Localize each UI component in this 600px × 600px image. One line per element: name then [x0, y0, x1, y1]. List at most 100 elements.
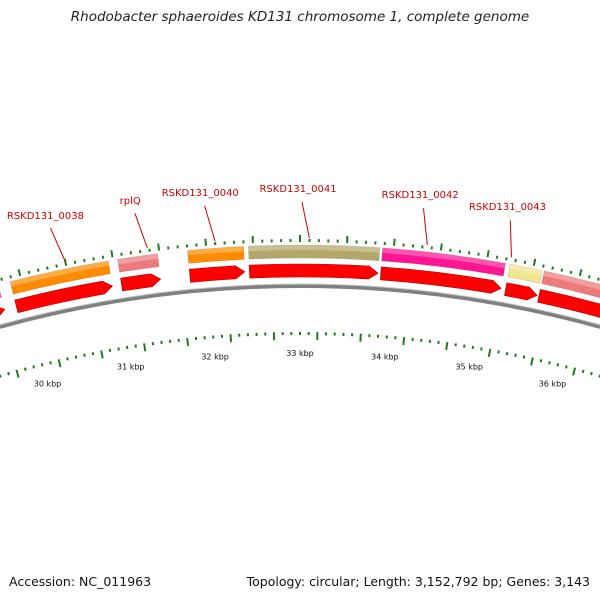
gc-tick	[108, 348, 112, 353]
gene-block[interactable]	[541, 270, 600, 315]
gc-tick	[49, 361, 52, 365]
gc-tick	[74, 355, 78, 359]
gc-tick	[402, 336, 406, 346]
gc-tick	[73, 260, 77, 264]
kbp-scale-track: 30 kbp 31 kbp 32 kbp 33 kbp 34 kbp 35 kbp 36 k…	[34, 349, 566, 389]
gc-tick	[505, 257, 508, 261]
gc-tick	[487, 348, 492, 357]
cds-arrow[interactable]	[504, 282, 538, 301]
gene-block-highlight	[543, 270, 600, 290]
cds-feature-track	[0, 263, 600, 329]
gc-tick	[0, 277, 3, 281]
chromosome-backbone	[0, 283, 600, 329]
gene-block[interactable]	[9, 260, 111, 295]
gene-block-highlight	[9, 260, 110, 287]
gene-block[interactable]	[187, 246, 245, 264]
gc-tick	[569, 270, 573, 275]
gene-block-highlight	[382, 247, 506, 269]
gene-feature-track	[0, 244, 600, 315]
gc-tick	[439, 243, 443, 251]
gc-tick	[505, 351, 509, 356]
cds-arrow[interactable]	[14, 280, 114, 314]
gene-label[interactable]: RSKD131_0038	[7, 211, 84, 222]
gc-tick	[551, 266, 554, 270]
gene-block[interactable]	[381, 247, 506, 277]
gene-block[interactable]	[117, 253, 160, 273]
gc-tick	[556, 363, 560, 367]
gc-tick	[587, 275, 591, 279]
gc-tick	[157, 243, 161, 251]
gc-tick	[480, 347, 483, 351]
gc-tick	[514, 353, 517, 357]
kbp-scale-label: 36 kbp	[539, 380, 567, 389]
gc-tick	[15, 369, 20, 378]
gc-tick	[110, 250, 114, 258]
gc-tick	[36, 268, 40, 272]
gene-label[interactable]: RSKD131_0043	[469, 202, 546, 213]
gene-label[interactable]: RSKD131_0042	[382, 190, 459, 201]
gc-tick	[486, 250, 490, 258]
gc-tick	[46, 266, 49, 270]
gc-tick	[117, 347, 120, 351]
gene-label-leader	[509, 220, 512, 258]
gc-tick	[532, 258, 537, 266]
gene-label-leader	[134, 213, 148, 249]
genome-summary-text: Topology: circular; Length: 3,152,792 bp…	[246, 574, 590, 589]
cds-arrow[interactable]	[120, 273, 162, 292]
gene-block-highlight	[117, 253, 159, 265]
gc-tick	[57, 359, 62, 368]
kbp-scale-label: 35 kbp	[455, 363, 483, 372]
gc-tick	[564, 365, 568, 369]
gc-tick	[495, 255, 499, 259]
gc-tick	[522, 355, 526, 359]
gene-label-leader	[301, 201, 310, 239]
gc-tick	[560, 268, 564, 272]
gc-tick	[548, 361, 551, 365]
gc-tick	[578, 268, 583, 277]
gc-content-tick-track-inner	[0, 332, 600, 378]
gc-tick	[542, 264, 545, 268]
gc-tick	[445, 341, 449, 351]
gc-tick	[32, 365, 36, 369]
gene-label[interactable]: RSKD131_0040	[162, 188, 239, 199]
gene-label-leader	[50, 227, 66, 262]
gc-tick	[66, 357, 69, 361]
gene-label[interactable]: rplQ	[120, 196, 141, 207]
gene-block[interactable]	[507, 263, 543, 284]
gc-tick	[0, 374, 2, 378]
gc-tick	[590, 371, 593, 376]
gc-tick	[92, 257, 95, 261]
gc-tick	[17, 268, 22, 277]
gc-tick	[393, 238, 396, 246]
gene-label-track: RSKD131_0037RSKD131_0038rplQRSKD131_0040…	[7, 184, 546, 262]
gc-tick	[523, 260, 527, 264]
gc-tick	[83, 353, 86, 357]
gc-tick	[597, 277, 600, 281]
kbp-scale-label: 34 kbp	[371, 352, 399, 361]
accession-text: Accession: NC_011963	[9, 574, 152, 589]
gene-label-leader	[204, 205, 216, 242]
cds-arrow[interactable]	[380, 266, 502, 294]
kbp-scale-label: 32 kbp	[201, 352, 229, 361]
gc-tick	[27, 270, 31, 275]
gc-tick	[23, 367, 27, 371]
gc-skew-tick-track-outer	[0, 235, 600, 281]
gc-tick	[100, 350, 104, 359]
gc-tick	[204, 238, 207, 246]
cds-arrow[interactable]	[0, 306, 6, 325]
gene-block[interactable]	[0, 285, 2, 307]
cds-arrow[interactable]	[188, 265, 246, 283]
gc-tick	[91, 351, 95, 356]
gc-tick	[539, 359, 543, 363]
gc-tick	[186, 337, 190, 346]
gene-label[interactable]: RSKD131_0041	[259, 184, 336, 195]
cds-arrow[interactable]	[248, 263, 379, 280]
gc-tick	[581, 369, 585, 374]
kbp-scale-label: 31 kbp	[117, 363, 145, 372]
gene-block[interactable]	[248, 244, 381, 262]
genome-title: Rhodobacter sphaeroides KD131 chromosome…	[70, 9, 530, 25]
cds-arrow[interactable]	[537, 289, 600, 329]
gene-label-leader	[422, 208, 428, 245]
kbp-scale-label: 33 kbp	[286, 349, 314, 358]
